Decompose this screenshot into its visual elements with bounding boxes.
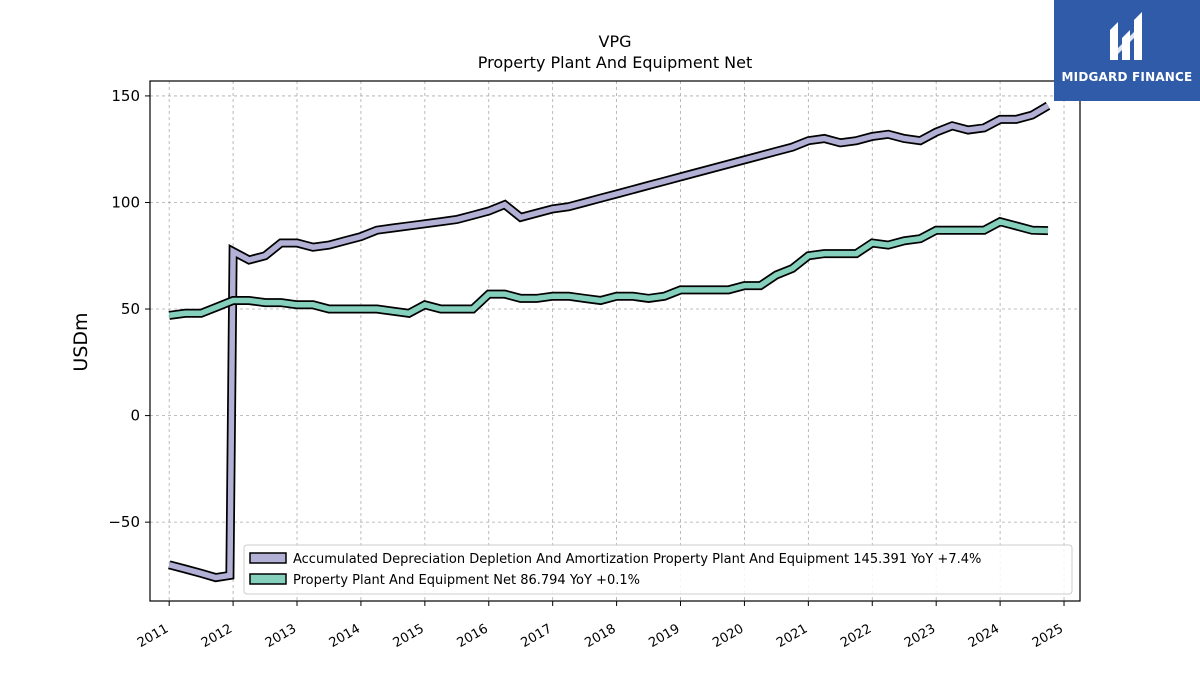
y-tick-label: 150 xyxy=(111,87,140,105)
x-tick-label: 2011 xyxy=(135,621,171,651)
series-fill-line xyxy=(168,218,1049,319)
x-axis: 2011 2012 2013 2014 2015 2016 2017 2018 2019 2020… xyxy=(135,601,1066,651)
x-tick-label: 2023 xyxy=(902,621,938,651)
x-tick-label: 2022 xyxy=(838,621,874,651)
x-tick-label: 2016 xyxy=(455,621,491,651)
legend: Accumulated Depreciation Depletion And A… xyxy=(243,544,1073,595)
logo-brand-text: MIDGARD FINANCE xyxy=(1061,70,1193,84)
x-tick-label: 2024 xyxy=(966,621,1002,651)
series-outline xyxy=(168,216,1049,320)
legend-swatch-ppe-net xyxy=(249,573,287,585)
x-tick-label: 2014 xyxy=(327,621,363,651)
brand-logo: MIDGARD FINANCE xyxy=(1054,0,1200,101)
x-tick-label: 2020 xyxy=(710,621,746,651)
chart-title: VPG xyxy=(599,32,632,51)
chart-subtitle: Property Plant And Equipment Net xyxy=(478,53,753,72)
series-fill-line xyxy=(168,103,1050,581)
x-tick-label: 2025 xyxy=(1030,621,1066,651)
y-axis: −50 0 50 100 150 xyxy=(108,87,150,531)
y-axis-label: USDm xyxy=(70,312,92,371)
y-tick-label: 0 xyxy=(130,407,140,425)
y-tick-label: −50 xyxy=(108,513,140,531)
series-lines xyxy=(168,101,1051,583)
plot-frame xyxy=(149,80,1081,602)
legend-label-ppe-net: Property Plant And Equipment Net 86.794 … xyxy=(293,573,640,588)
series-outline xyxy=(168,101,1051,583)
legend-swatch-depreciation xyxy=(249,552,287,564)
x-tick-label: 2021 xyxy=(774,621,810,651)
y-tick-label: 50 xyxy=(121,300,140,318)
series-line-depreciation xyxy=(168,101,1051,583)
x-tick-label: 2015 xyxy=(391,621,427,651)
series-line-ppe-net xyxy=(168,216,1049,320)
x-tick-label: 2012 xyxy=(199,621,235,651)
logo-mark-icon xyxy=(1110,12,1142,60)
legend-box xyxy=(243,544,1073,595)
x-tick-label: 2013 xyxy=(263,621,299,651)
legend-label-depreciation: Accumulated Depreciation Depletion And A… xyxy=(293,552,981,567)
grid xyxy=(150,81,1080,601)
y-tick-label: 100 xyxy=(111,193,140,211)
x-tick-label: 2019 xyxy=(646,621,682,651)
x-tick-label: 2017 xyxy=(519,621,555,651)
x-tick-label: 2018 xyxy=(582,621,618,651)
